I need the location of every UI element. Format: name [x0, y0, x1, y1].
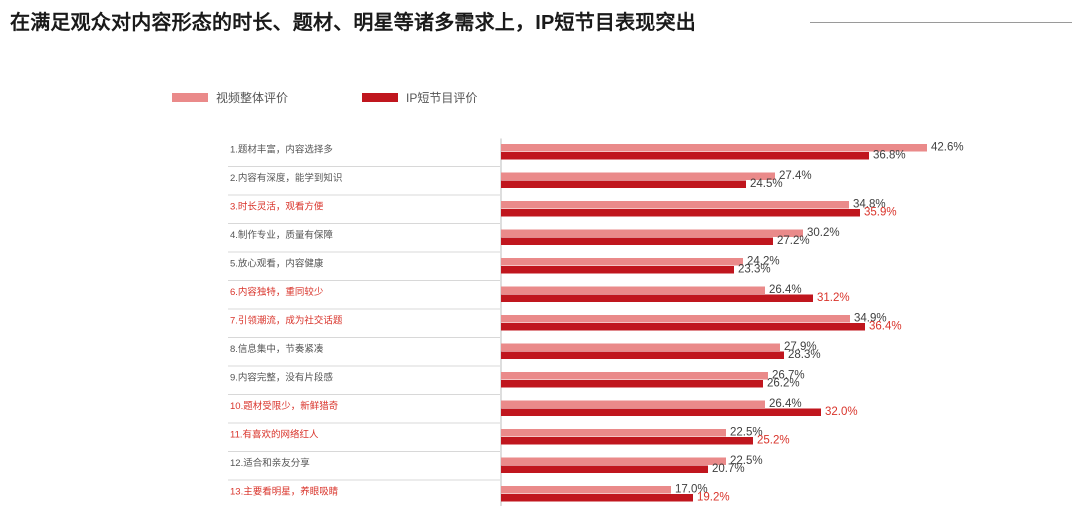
bar-overall — [501, 457, 726, 465]
value-label-ip: 27.2% — [777, 235, 810, 247]
category-label: 9.内容完整，没有片段感 — [230, 372, 333, 384]
value-label-overall: 26.4% — [769, 398, 802, 410]
bar-overall — [501, 372, 768, 380]
legend-item-overall: 视频整体评价 — [172, 89, 288, 106]
legend-label-overall: 视频整体评价 — [216, 91, 289, 105]
value-label-overall: 24.2% — [747, 256, 780, 268]
bar-ip — [501, 294, 813, 302]
bar-ip — [501, 209, 860, 217]
value-label-ip: 20.7% — [712, 463, 745, 475]
bar-ip — [501, 437, 753, 445]
category-label: 2.内容有深度，能学到知识 — [230, 172, 342, 184]
value-label-overall: 26.7% — [772, 370, 805, 382]
page-title: 在满足观众对内容形态的时长、题材、明星等诸多需求上，IP短节目表现突出 — [10, 12, 696, 34]
chart-legend: 视频整体评价 IP短节目评价 — [0, 89, 1080, 107]
category-label: 10.题材受限少，新鲜猎奇 — [230, 400, 339, 412]
legend-swatch-overall — [172, 93, 208, 102]
bar-overall — [501, 429, 726, 437]
value-label-ip: 32.0% — [825, 406, 858, 418]
bar-ip — [501, 465, 708, 473]
bar-overall — [501, 343, 780, 351]
bar-overall — [501, 486, 671, 494]
legend-item-ip: IP短节目评价 — [362, 89, 477, 106]
bar-ip — [501, 408, 821, 416]
value-label-overall: 27.9% — [784, 341, 817, 353]
value-label-overall: 34.9% — [854, 313, 887, 325]
bar-ip — [501, 152, 869, 160]
value-label-overall: 34.8% — [853, 199, 886, 211]
bar-overall — [501, 400, 765, 408]
bar-ip — [501, 237, 773, 245]
value-label-overall: 30.2% — [807, 227, 840, 239]
category-label: 4.制作专业，质量有保障 — [230, 229, 333, 241]
value-label-ip: 19.2% — [697, 492, 730, 504]
value-label-overall: 26.4% — [769, 284, 802, 296]
value-label-ip: 36.8% — [873, 150, 906, 162]
value-label-ip: 24.5% — [750, 178, 783, 190]
bar-overall — [501, 286, 765, 294]
category-label: 6.内容独特，重同较少 — [230, 286, 324, 298]
value-label-ip: 31.2% — [817, 292, 850, 304]
legend-label-ip: IP短节目评价 — [406, 91, 478, 105]
bar-ip — [501, 380, 763, 388]
bar-overall — [501, 201, 849, 209]
bar-overall — [501, 258, 743, 266]
value-label-overall: 22.5% — [730, 455, 763, 467]
category-label: 7.引领潮流，成为社交话题 — [230, 315, 343, 327]
bar-ip — [501, 323, 865, 331]
value-label-overall: 22.5% — [730, 427, 763, 439]
bar-ip — [501, 494, 693, 502]
category-label: 11.有喜欢的网络红人 — [230, 429, 319, 441]
title-rule — [810, 22, 1072, 23]
category-label: 1.题材丰富，内容选择多 — [230, 144, 333, 156]
value-label-overall: 27.4% — [779, 170, 812, 182]
category-label: 8.信息集中，节奏紧凑 — [230, 343, 324, 355]
value-label-ip: 35.9% — [864, 207, 897, 219]
bar-ip — [501, 180, 746, 188]
bar-overall — [501, 315, 850, 323]
category-label: 5.放心观看，内容健康 — [230, 258, 324, 270]
bar-ip — [501, 266, 734, 274]
value-label-overall: 42.6% — [931, 142, 964, 154]
legend-swatch-ip — [362, 93, 398, 102]
bar-overall — [501, 144, 927, 152]
category-label: 12.适合和亲友分享 — [230, 457, 310, 469]
value-label-ip: 23.3% — [738, 264, 771, 276]
bar-ip — [501, 351, 784, 359]
category-label: 13.主要看明星，养眼吸睛 — [230, 486, 339, 498]
value-label-ip: 36.4% — [869, 321, 902, 333]
value-label-overall: 17.0% — [675, 484, 708, 496]
value-label-ip: 25.2% — [757, 435, 790, 447]
bar-overall — [501, 172, 775, 180]
bar-overall — [501, 229, 803, 237]
category-label: 3.时长灵活，观看方便 — [230, 201, 324, 213]
value-label-ip: 26.2% — [767, 378, 800, 390]
value-label-ip: 28.3% — [788, 349, 821, 361]
